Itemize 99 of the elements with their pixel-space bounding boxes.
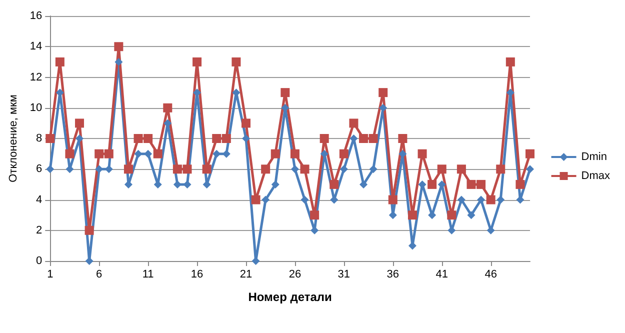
point [261,164,270,174]
point [398,150,407,158]
legend-label: Dmin [581,151,607,163]
point [232,57,241,66]
point [349,118,358,128]
point [516,180,525,189]
point [46,165,54,174]
point [251,195,260,204]
point [183,180,192,188]
point [290,149,300,158]
point [144,134,153,143]
point [378,88,388,98]
point [114,58,123,66]
point [173,180,182,188]
point [496,196,505,204]
x-tick-label: 36 [386,268,400,280]
point [310,210,320,220]
y-tick-label: 14 [30,40,42,53]
point [124,164,133,174]
y-axis-title: Отклонение, мкм [8,94,20,182]
point [447,210,456,220]
point [456,164,466,174]
point [192,57,202,66]
point [300,196,309,204]
point [418,149,427,158]
x-tick-label: 41 [436,268,448,280]
point [369,165,378,174]
point [506,57,515,66]
point [526,149,534,158]
point [408,210,417,220]
point [85,257,94,265]
point [65,149,74,158]
point [398,134,408,143]
y-tick-label: 16 [30,10,42,22]
point [262,196,270,204]
point [467,211,476,220]
point [526,165,534,174]
point [144,150,152,158]
point [94,149,104,158]
point [271,180,280,188]
x-tick-label: 1 [47,268,54,280]
point [466,180,476,189]
point [222,134,231,143]
point [320,150,328,158]
point [290,165,299,174]
point [339,149,348,158]
point [76,134,84,142]
point [270,149,280,158]
point [46,134,55,143]
point [153,149,162,158]
point [388,195,398,204]
point [428,180,437,189]
y-tick-label: 8 [36,132,42,144]
point [280,88,290,98]
point [182,164,192,174]
point [172,164,182,174]
point [163,103,172,112]
point [368,134,378,143]
point [437,164,446,174]
x-tick-label: 21 [240,268,252,280]
point [202,164,212,174]
point [55,57,64,66]
point [134,134,143,143]
point [252,257,260,265]
x-tick-label: 26 [288,268,302,280]
point [486,195,496,204]
x-axis-title: Номер детали [248,290,332,304]
y-tick-label: 10 [30,102,42,114]
point [320,134,329,143]
point [212,150,221,158]
point [477,196,486,204]
point [359,134,368,143]
y-tick-label: 2 [36,224,42,236]
y-tick-label: 0 [36,255,42,267]
point [114,42,124,52]
y-tick-label: 12 [30,71,42,84]
x-tick-label: 46 [484,268,497,280]
point [360,180,368,188]
point [134,150,142,158]
point [104,149,114,158]
point [457,196,466,204]
x-tick-label: 31 [338,268,350,280]
point [330,180,339,189]
x-tick-label: 6 [96,268,102,280]
y-tick-label: 6 [36,163,42,176]
point [300,164,310,174]
point [242,118,250,128]
point [476,180,486,189]
point [212,134,222,143]
x-tick-label: 11 [142,268,154,280]
point [379,104,388,112]
point [340,165,348,174]
x-tick-label: 16 [190,268,204,280]
y-tick-label: 4 [36,194,42,206]
point [84,226,94,235]
point [496,164,506,174]
point [75,118,84,128]
legend-label: Dmax [581,170,610,182]
point [242,134,250,142]
